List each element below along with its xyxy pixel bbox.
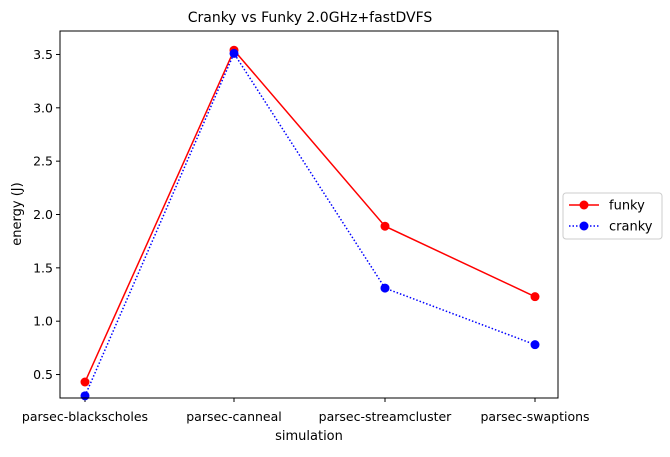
legend: funky cranky <box>562 192 663 240</box>
y-tick-label: 1.5 <box>33 260 53 275</box>
series-line-cranky <box>84 51 536 397</box>
legend-cranky-marker <box>579 221 589 231</box>
x-axis: parsec-blackscholes parsec-canneal parsec-… <box>22 398 590 424</box>
data-point-cranky <box>530 340 540 350</box>
data-point-cranky <box>380 283 390 293</box>
y-axis-label: energy (J) <box>10 182 25 245</box>
x-tick-label: parsec-swaptions <box>480 409 589 424</box>
y-tick-label: 3.5 <box>33 47 53 62</box>
plot-frame <box>59 30 559 399</box>
data-point-funky <box>530 292 540 302</box>
legend-funky-marker <box>579 200 589 210</box>
x-tick-label: parsec-blackscholes <box>22 409 148 424</box>
series-layer <box>80 45 540 401</box>
legend-funky-label: funky <box>609 199 645 214</box>
series-line-funky <box>84 48 536 383</box>
y-tick-label: 2.0 <box>33 207 53 222</box>
data-point-funky <box>80 377 90 387</box>
x-tick-label: parsec-streamcluster <box>319 409 452 424</box>
chart-title: Cranky vs Funky 2.0GHz+fastDVFS <box>188 10 433 26</box>
legend-cranky-label: cranky <box>609 220 653 235</box>
y-tick-label: 0.5 <box>33 367 53 382</box>
x-axis-label: simulation <box>275 429 343 444</box>
data-point-funky <box>380 221 390 231</box>
y-axis: 0.5 1.0 1.5 2.0 2.5 3.0 3.5 <box>33 47 60 382</box>
x-tick-label: parsec-canneal <box>186 409 282 424</box>
y-tick-label: 3.0 <box>33 100 53 115</box>
y-tick-label: 2.5 <box>33 154 53 169</box>
data-point-cranky <box>229 48 239 58</box>
y-tick-label: 1.0 <box>33 314 53 329</box>
plot-area <box>60 31 558 398</box>
data-point-cranky <box>80 391 90 401</box>
